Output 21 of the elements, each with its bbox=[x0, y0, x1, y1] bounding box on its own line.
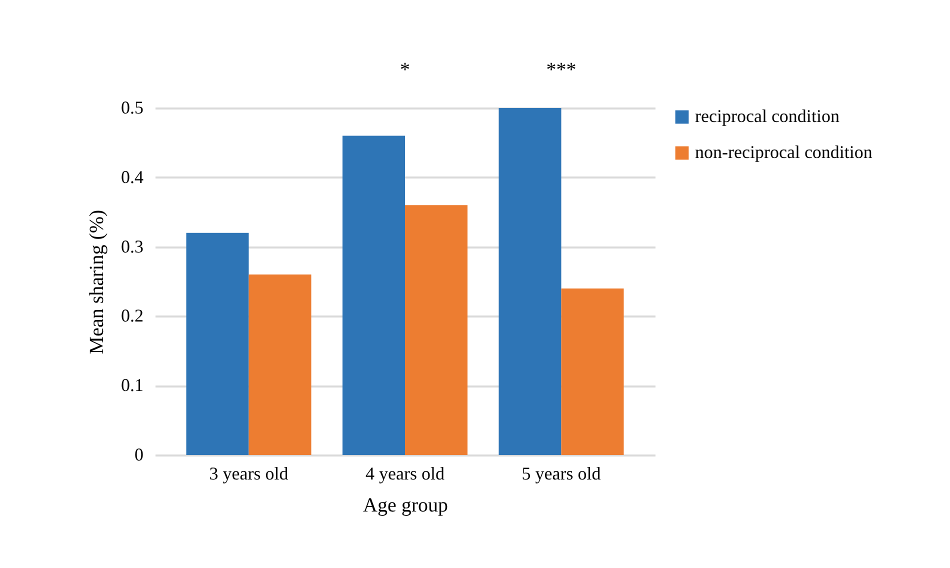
bar bbox=[561, 288, 624, 455]
x-tick-label: 4 years old bbox=[366, 464, 444, 484]
y-axis-title: Mean sharing (%) bbox=[86, 210, 108, 354]
y-tick-label: 0.1 bbox=[121, 375, 144, 396]
bar bbox=[248, 274, 312, 455]
y-tick-label: 0.3 bbox=[121, 236, 144, 256]
text: *** bbox=[546, 59, 576, 81]
bar bbox=[186, 232, 249, 455]
text: * bbox=[400, 59, 410, 81]
y-tick-label: 0 bbox=[134, 444, 144, 464]
x-tick-label: 5 years old bbox=[522, 464, 601, 484]
y-tick-label: 0.5 bbox=[121, 98, 144, 118]
y-tick-label: 0.4 bbox=[121, 166, 144, 187]
bar bbox=[405, 205, 468, 455]
x-tick-label: 3 years old bbox=[209, 464, 288, 484]
y-tick-label: 0.2 bbox=[121, 306, 144, 326]
legend-label: reciprocal condition bbox=[695, 106, 840, 126]
legend-label: non-reciprocal condition bbox=[695, 142, 872, 162]
x-axis-title: Age group bbox=[363, 494, 448, 516]
bar bbox=[498, 108, 562, 455]
bar bbox=[342, 136, 405, 455]
